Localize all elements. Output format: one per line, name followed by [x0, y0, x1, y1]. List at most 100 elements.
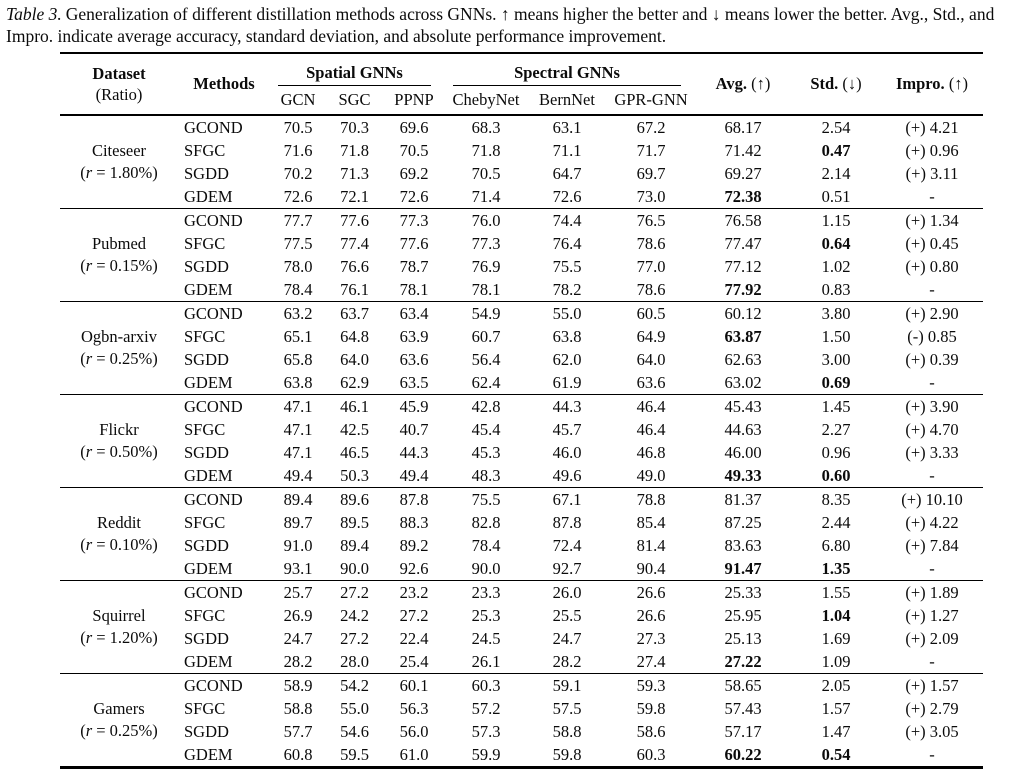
- col-header-gcn: GCN: [270, 86, 326, 116]
- method-cell: GDEM: [184, 652, 233, 671]
- score-cell: 46.0: [552, 443, 582, 462]
- score-cell: 76.9: [471, 257, 501, 276]
- score-cell: 44.3: [399, 443, 429, 462]
- score-cell: 28.0: [340, 652, 369, 671]
- score-cell: 67.2: [636, 118, 666, 137]
- impro-cell: (+) 4.21: [905, 118, 959, 137]
- score-cell: 24.7: [552, 629, 582, 648]
- method-cell: GCOND: [178, 673, 270, 697]
- score-cell: 92.6: [399, 559, 429, 578]
- impro-cell: (+) 3.33: [905, 443, 959, 462]
- score-cell: 25.4: [399, 652, 429, 671]
- avg-cell: 77.12: [724, 257, 762, 276]
- score-cell: 69.2: [399, 164, 429, 183]
- score-cell: 64.7: [552, 164, 582, 183]
- method-cell: SFGC: [184, 327, 226, 346]
- table-row-ogbn-arxiv-gdem: GDEM 63.8 62.9 63.5 62.4 61.9 63.6 63.02 0.69 -: [60, 371, 983, 395]
- std-cell: 2.14: [821, 164, 851, 183]
- col-header-bernnet: BernNet: [527, 86, 607, 116]
- score-cell: 69.7: [636, 164, 666, 183]
- std-cell: 0.64: [821, 234, 851, 253]
- table-row-ogbn-arxiv-sfgc: SFGC 65.1 64.8 63.9 60.7 63.8 64.9 63.87 1.50 (-)…: [60, 325, 983, 348]
- score-cell: 27.3: [636, 629, 666, 648]
- impro-cell: -: [929, 466, 935, 485]
- dataset-cell: Ogbn-arxiv (r = 0.25%): [60, 301, 178, 395]
- ratio-variable: r: [85, 721, 93, 740]
- table-row-flickr-sfgc: SFGC 47.1 42.5 40.7 45.4 45.7 46.4 44.63 2.27 (+)…: [60, 418, 983, 441]
- score-cell: 65.1: [283, 327, 313, 346]
- score-cell: 60.5: [607, 301, 695, 325]
- method-cell: SGDD: [184, 257, 229, 276]
- score-cell: 25.3: [471, 606, 501, 625]
- score-cell: 58.6: [636, 722, 666, 741]
- dataset-cell: Pubmed (r = 0.15%): [60, 208, 178, 302]
- avg-cell: 57.43: [724, 699, 762, 718]
- score-cell: 47.1: [283, 420, 313, 439]
- dataset-name: Flickr: [99, 420, 139, 439]
- std-cell: 1.09: [821, 652, 851, 671]
- score-cell: 77.6: [326, 208, 383, 232]
- method-cell: GDEM: [184, 745, 233, 764]
- table-row-flickr-gcond: Flickr (r = 0.50%) GCOND 47.1 46.1 45.9 42.8 44…: [60, 394, 983, 488]
- score-cell: 46.1: [326, 394, 383, 418]
- std-cell: 0.96: [821, 443, 851, 462]
- score-cell: 64.9: [636, 327, 666, 346]
- dataset-cell: Squirrel (r = 1.20%): [60, 580, 178, 674]
- score-cell: 22.4: [399, 629, 429, 648]
- table-row-flickr-sgdd: SGDD 47.1 46.5 44.3 45.3 46.0 46.8 46.00 0.96 (+)…: [60, 441, 983, 464]
- std-cell: 0.54: [821, 745, 851, 764]
- col-header-impro: Impro. (↑): [881, 53, 983, 116]
- method-cell: SGDD: [184, 443, 229, 462]
- score-cell: 58.8: [283, 699, 313, 718]
- impro-cell: (+) 3.11: [905, 164, 959, 183]
- table-header: Dataset (Ratio) Methods Spatial GNNs Spe…: [60, 53, 983, 116]
- ratio-open-paren: (: [80, 163, 86, 182]
- score-cell: 60.3: [445, 673, 527, 697]
- col-header-methods: Methods: [178, 53, 270, 116]
- impro-cell: (+) 4.22: [905, 513, 959, 532]
- score-cell: 64.8: [340, 327, 369, 346]
- score-cell: 74.4: [527, 208, 607, 232]
- score-cell: 63.6: [399, 350, 429, 369]
- table-row-reddit-gcond: Reddit (r = 0.10%) GCOND 89.4 89.6 87.8 75.5 67…: [60, 487, 983, 581]
- avg-cell: 83.63: [724, 536, 762, 555]
- ratio-variable: r: [85, 535, 93, 554]
- avg-cell: 25.13: [724, 629, 762, 648]
- dataset-ratio: (r = 0.50%): [60, 441, 178, 463]
- score-cell: 90.0: [340, 559, 369, 578]
- std-down-arrow: (↓): [842, 74, 862, 93]
- dataset-name: Squirrel: [92, 606, 146, 625]
- score-cell: 78.0: [283, 257, 313, 276]
- col-header-chebynet: ChebyNet: [445, 86, 527, 116]
- impro-cell: -: [929, 652, 935, 671]
- score-cell: 85.4: [636, 513, 666, 532]
- score-cell: 63.8: [283, 373, 313, 392]
- dataset-ratio: (r = 1.80%): [60, 162, 178, 184]
- dataset-name: Ogbn-arxiv: [80, 327, 158, 346]
- std-cell: 0.69: [821, 373, 851, 392]
- score-cell: 77.4: [340, 234, 369, 253]
- impro-cell: (+) 1.34: [881, 208, 983, 232]
- ratio-value: = 1.20%): [92, 628, 158, 647]
- avg-cell: 60.22: [724, 745, 762, 764]
- impro-cell: (+) 1.27: [905, 606, 959, 625]
- score-cell: 44.3: [527, 394, 607, 418]
- avg-cell: 68.17: [724, 118, 762, 137]
- table-row-citeseer-gdem: GDEM 72.6 72.1 72.6 71.4 72.6 73.0 72.38 0.51 -: [60, 185, 983, 209]
- std-cell: 1.35: [821, 559, 851, 578]
- table-row-squirrel-gdem: GDEM 28.2 28.0 25.4 26.1 28.2 27.4 27.22 1.09 -: [60, 650, 983, 674]
- ratio-open-paren: (: [80, 349, 86, 368]
- score-cell: 49.4: [399, 466, 429, 485]
- impro-cell: (+) 3.05: [905, 722, 959, 741]
- score-cell: 56.4: [471, 350, 501, 369]
- spatial-gnns-label: Spatial GNNs: [278, 63, 431, 86]
- ratio-open-paren: (: [80, 628, 86, 647]
- dataset-ratio: (r = 0.25%): [60, 720, 178, 742]
- score-cell: 27.2: [340, 629, 369, 648]
- score-cell: 63.6: [636, 373, 666, 392]
- score-cell: 54.6: [340, 722, 369, 741]
- impro-cell: -: [929, 559, 935, 578]
- dataset-header-line1: Dataset: [92, 64, 146, 83]
- ratio-open-paren: (: [80, 442, 86, 461]
- score-cell: 67.1: [527, 487, 607, 511]
